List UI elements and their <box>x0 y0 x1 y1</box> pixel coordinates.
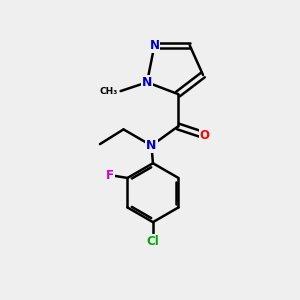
Text: N: N <box>142 76 152 89</box>
Text: Cl: Cl <box>147 235 159 248</box>
Text: N: N <box>146 139 157 152</box>
Text: F: F <box>106 169 114 182</box>
Text: N: N <box>149 39 159 52</box>
Text: CH₃: CH₃ <box>100 87 118 96</box>
Text: O: O <box>200 129 209 142</box>
